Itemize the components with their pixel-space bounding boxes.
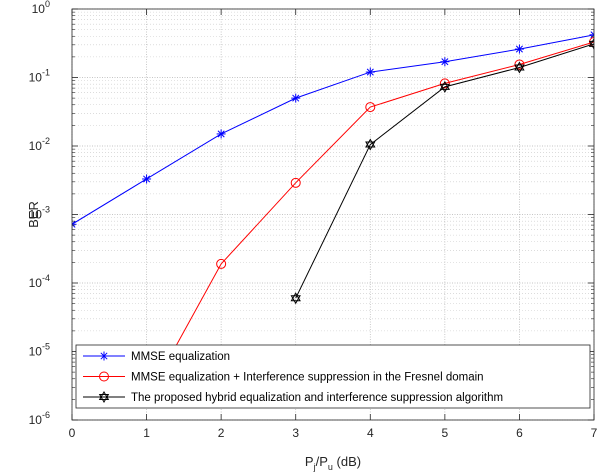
x-tick-label: 6 — [516, 426, 523, 440]
marker-asterisk — [142, 174, 152, 184]
x-tick-label: 1 — [143, 426, 150, 440]
legend-item: MMSE equalization + Interference suppres… — [83, 371, 484, 384]
x-tick-label: 5 — [442, 426, 449, 440]
legend-label: The proposed hybrid equalization and int… — [131, 392, 503, 404]
marker-hexagram — [365, 138, 376, 151]
y-tick-label: 100 — [32, 0, 50, 16]
marker-hexagram — [514, 61, 525, 74]
marker-hexagram — [439, 80, 451, 93]
marker-asterisk — [99, 351, 109, 361]
legend-items: MMSE equalization MMSE equalization + Int… — [83, 351, 503, 404]
marker-hexagram — [98, 390, 110, 404]
x-axis-label: Pj/Pu (dB) — [305, 454, 361, 472]
marker-asterisk — [589, 30, 594, 40]
marker-circle — [365, 102, 376, 113]
x-axis-label-base: P — [305, 454, 314, 469]
y-axis-label: BER — [26, 201, 41, 228]
series-line — [295, 43, 594, 299]
series-line — [72, 34, 594, 225]
series-line — [146, 41, 594, 400]
marker-asterisk — [72, 219, 77, 229]
marker-asterisk — [514, 44, 524, 54]
y-tick-label: 10-3 — [29, 205, 50, 222]
ticks-layer — [71, 8, 595, 421]
x-tick-label: 0 — [69, 426, 76, 440]
marker-circle — [290, 177, 301, 188]
x-axis-label-mid: /P — [316, 454, 328, 469]
x-axis-label-sub1: j — [313, 462, 316, 472]
legend-label: MMSE equalization — [131, 351, 230, 363]
legend: MMSE equalization MMSE equalization + Int… — [75, 344, 591, 409]
legend-item: MMSE equalization — [83, 351, 230, 363]
legend-item: The proposed hybrid equalization and int… — [83, 390, 503, 404]
x-axis-label-sub2: u — [328, 462, 333, 472]
x-tick-label: 4 — [367, 426, 374, 440]
marker-asterisk — [365, 67, 375, 77]
x-axis-label-tail: (dB) — [333, 454, 361, 469]
x-tick-label: 7 — [591, 426, 598, 440]
x-tick-label: 3 — [292, 426, 299, 440]
marker-asterisk — [216, 129, 226, 139]
marker-circle — [514, 59, 525, 70]
marker-asterisk — [440, 57, 450, 67]
marker-hexagram — [290, 292, 301, 305]
y-tick-label: 10-2 — [29, 136, 50, 153]
y-tick-label: 10-6 — [29, 410, 50, 427]
legend-box — [75, 344, 591, 409]
series-1 — [72, 30, 594, 229]
series-layer — [72, 30, 594, 405]
marker-circle — [216, 258, 227, 269]
y-tick-label: 10-5 — [29, 342, 50, 359]
legend-label: MMSE equalization + Interference suppres… — [131, 372, 484, 384]
marker-asterisk — [291, 93, 301, 103]
tick-labels: 10-6 10-5 10-4 10-3 10-2 10-1 100 0 1 2 3 4 5 6 7 — [29, 0, 598, 440]
y-tick-label: 10-1 — [29, 68, 50, 85]
marker-circle — [439, 78, 450, 89]
y-tick-label: 10-4 — [29, 273, 50, 290]
marker-circle — [99, 371, 109, 382]
x-tick-label: 2 — [218, 426, 225, 440]
